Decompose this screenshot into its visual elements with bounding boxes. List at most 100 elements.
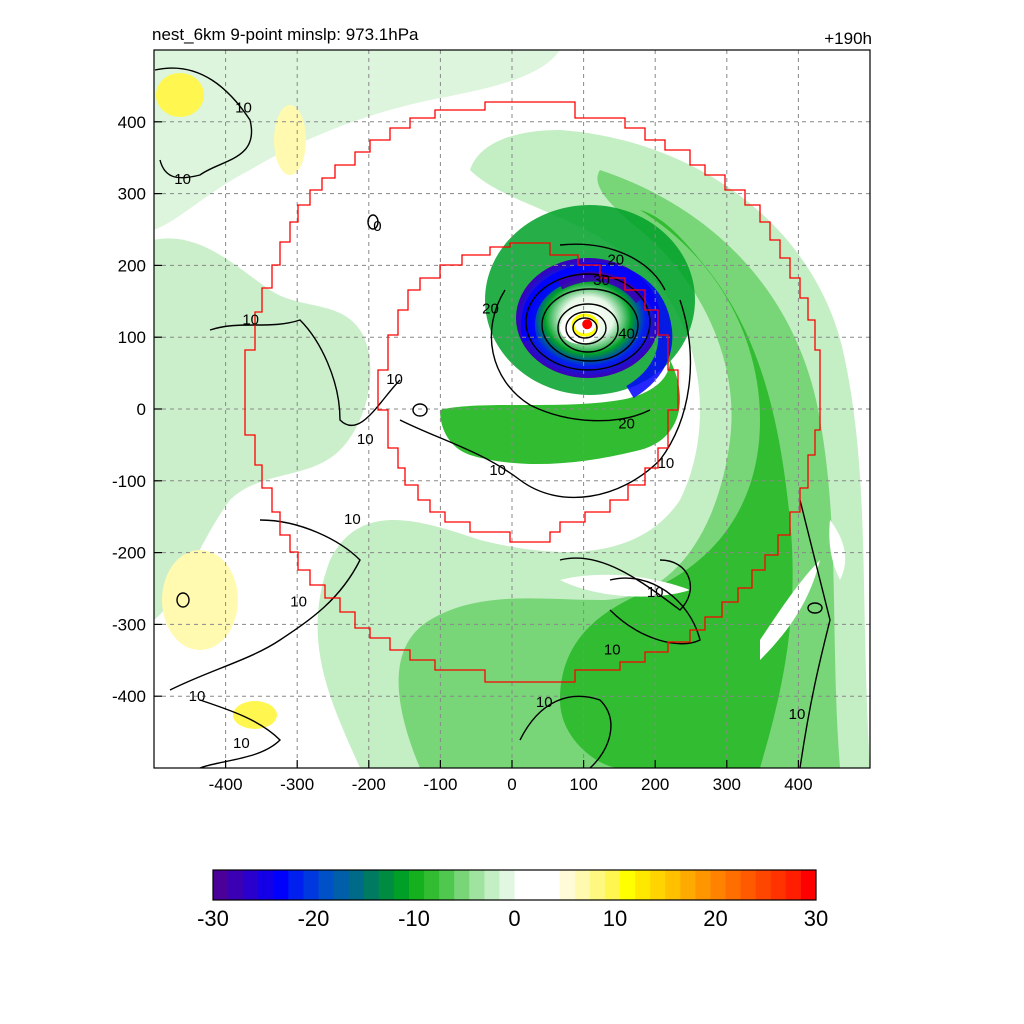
field-yellow-patch-nw bbox=[156, 73, 204, 117]
contour-label: 10 bbox=[235, 99, 252, 116]
colorbar-swatch bbox=[484, 870, 500, 900]
colorbar-swatch bbox=[589, 870, 606, 900]
colorbar-swatch bbox=[333, 870, 350, 900]
x-tick-label: 0 bbox=[507, 775, 516, 794]
colorbar-swatch bbox=[258, 870, 274, 900]
colorbar-swatch bbox=[243, 870, 259, 900]
contour-10-sw bbox=[169, 519, 361, 691]
x-tick-label: -300 bbox=[280, 775, 314, 794]
contour-label: 10 bbox=[489, 462, 506, 479]
colorbar-swatch bbox=[499, 870, 515, 900]
contour-labels: 10 10 0 10 10 10 10 10 10 10 20 20 30 40 20 10 10 10 10 10 1… bbox=[174, 99, 806, 752]
contour-10-spiral bbox=[399, 299, 692, 499]
contour-10-south-mid bbox=[519, 695, 612, 768]
contour-label: 10 bbox=[242, 311, 259, 328]
contour-40 bbox=[541, 288, 639, 362]
contour-lines bbox=[154, 67, 831, 768]
contour-core-1 bbox=[557, 303, 619, 353]
y-tick-label: -300 bbox=[112, 615, 146, 634]
colorbar-tick-label: 30 bbox=[804, 906, 828, 931]
contour-label: 10 bbox=[658, 455, 675, 472]
colorbar-swatch bbox=[424, 870, 440, 900]
field-mid-green-band bbox=[560, 210, 793, 768]
colorbar-swatch bbox=[755, 870, 772, 900]
colorbar-tick-label: 20 bbox=[703, 906, 727, 931]
contour-small-loop-2 bbox=[176, 592, 190, 608]
forecast-hour-label: +190h bbox=[824, 29, 872, 48]
x-tick-label: -400 bbox=[209, 775, 243, 794]
contour-label: 10 bbox=[233, 735, 250, 752]
y-tick-label: 0 bbox=[137, 400, 146, 419]
y-tick-label: -200 bbox=[112, 544, 146, 563]
inner-domain-boundary bbox=[377, 242, 679, 543]
colorbar-swatch bbox=[725, 870, 742, 900]
contour-small-loop-3 bbox=[807, 602, 823, 614]
field-white-streak-2 bbox=[760, 560, 820, 660]
colorbar-swatch bbox=[635, 870, 651, 900]
contour-label: 20 bbox=[482, 300, 499, 317]
contour-label: 20 bbox=[618, 415, 635, 432]
plot-area: 10 10 0 10 10 10 10 10 10 10 20 20 30 40 20 10 10 10 10 10 1… bbox=[153, 49, 871, 769]
contour-label: 10 bbox=[789, 706, 806, 723]
field-light-green-northwest bbox=[154, 50, 560, 230]
outer-domain-boundary bbox=[244, 101, 821, 683]
colorbar-labels: -30 -20 -10 0 10 20 30 bbox=[197, 906, 828, 931]
colorbar-swatch bbox=[348, 870, 365, 900]
field-eye bbox=[560, 312, 600, 344]
colorbar-swatch bbox=[303, 870, 320, 900]
colorbar-swatch bbox=[288, 870, 304, 900]
colorbar-swatch bbox=[604, 870, 621, 900]
contour-label: 40 bbox=[618, 326, 635, 343]
contour-label: 10 bbox=[189, 688, 206, 705]
contour-20-outer bbox=[559, 243, 666, 291]
colorbar-swatch bbox=[785, 870, 802, 900]
colorbar-swatch bbox=[680, 870, 696, 900]
contour-label: 20 bbox=[607, 252, 624, 269]
field-green-spiral-band bbox=[440, 360, 680, 465]
x-tick-label: -100 bbox=[423, 775, 457, 794]
contour-10-south-w bbox=[199, 699, 281, 768]
contour-0-small bbox=[367, 214, 379, 230]
field-vortex-blue-arc bbox=[521, 262, 673, 399]
colorbar-swatch bbox=[620, 870, 636, 900]
colorbar-swatch bbox=[514, 870, 531, 900]
contour-label: 30 bbox=[593, 272, 610, 289]
field-yellow-patch-n bbox=[274, 105, 306, 175]
field-white-streak-3 bbox=[829, 520, 846, 580]
x-axis: -400 -300 -200 -100 0 100 200 300 400 bbox=[209, 760, 813, 794]
x-tick-label: -200 bbox=[352, 775, 386, 794]
contour-10-west bbox=[209, 319, 401, 427]
storm-center-marker bbox=[582, 319, 593, 330]
colorbar-swatch bbox=[363, 870, 380, 900]
chart-title: nest_6km 9-point minslp: 973.1hPa bbox=[152, 25, 419, 44]
y-tick-label: -400 bbox=[112, 687, 146, 706]
field-white-streak-1 bbox=[560, 574, 690, 597]
contour-label: 10 bbox=[174, 171, 191, 188]
colorbar bbox=[212, 869, 817, 901]
colorbar-swatch bbox=[469, 870, 485, 900]
contour-label: 10 bbox=[386, 371, 403, 388]
colorbar-swatch bbox=[695, 870, 711, 900]
colorbar-swatch bbox=[273, 870, 289, 900]
contour-core-3 bbox=[572, 317, 598, 339]
contour-10-se-loop bbox=[609, 577, 701, 645]
contour-30 bbox=[525, 273, 651, 371]
colorbar-swatch bbox=[574, 870, 591, 900]
contour-label: 10 bbox=[357, 431, 374, 448]
y-axis: 400 300 200 100 0 -100 -200 -300 -400 bbox=[112, 113, 162, 706]
contour-10-nw bbox=[154, 67, 253, 179]
colorbar-tick-label: -10 bbox=[398, 906, 430, 931]
contour-label: 10 bbox=[344, 511, 361, 528]
field-yellow-patch-w bbox=[162, 550, 238, 650]
x-tick-label: 400 bbox=[784, 775, 812, 794]
colorbar-swatch bbox=[454, 870, 470, 900]
colorbar-swatch bbox=[439, 870, 455, 900]
colorbar-swatch bbox=[408, 870, 425, 900]
colorbar-swatch bbox=[559, 870, 576, 900]
colorbar-swatch bbox=[710, 870, 727, 900]
colorbar-swatch bbox=[740, 870, 757, 900]
contour-label: 10 bbox=[290, 593, 307, 610]
contour-core-2 bbox=[565, 311, 607, 345]
colorbar-tick-label: -20 bbox=[298, 906, 330, 931]
